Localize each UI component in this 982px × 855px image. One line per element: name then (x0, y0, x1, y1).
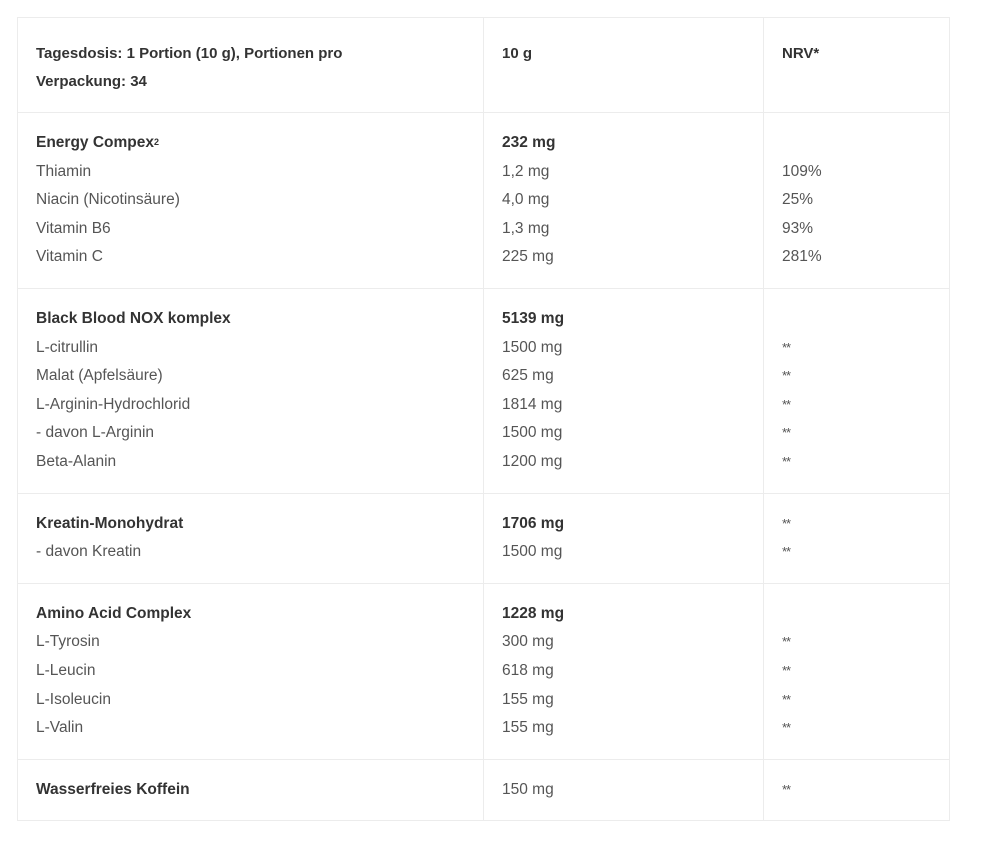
header-cell-serving: Tagesdosis: 1 Portion (10 g), Portionen … (17, 17, 484, 113)
group-total: 5139 mg (502, 309, 565, 327)
amount-cell: 5139 mg 1500 mg 625 mg 1814 mg 1500 mg 1200 m… (483, 287, 764, 494)
nrv-cell: ** ** (763, 492, 950, 584)
group-name: Black Blood NOX komplex (36, 305, 483, 334)
ingredient-nrv: 109% (782, 162, 822, 180)
nrv-header: NRV* (782, 45, 820, 62)
ingredient-name: - davon L-Arginin (36, 424, 155, 442)
group-name: Kreatin-Monohydrat (36, 510, 483, 539)
group-name-text: Black Blood NOX komplex (36, 309, 231, 327)
ingredient-amount: 1500 mg (502, 543, 563, 561)
ingredient-cell: Amino Acid Complex L-Tyrosin L-Leucin L-Iso… (17, 582, 484, 760)
group-total: 1706 mg (502, 514, 565, 532)
ingredient-cell: Kreatin-Monohydrat - davon Kreatin (17, 492, 484, 584)
table-header-row: Tagesdosis: 1 Portion (10 g), Portionen … (17, 17, 950, 113)
ingredient-name: Vitamin B6 (36, 219, 111, 237)
amount-header: 10 g (502, 45, 533, 62)
group-name-text: Wasserfreies Koffein (36, 780, 190, 798)
ingredient-name: L-citrullin (36, 338, 99, 356)
ingredient-nrv: ** (782, 453, 791, 469)
amount-cell: 1706 mg 1500 mg (483, 492, 764, 584)
ingredient-cell: Black Blood NOX komplex L-citrullin Malat … (17, 287, 484, 494)
serving-info: Tagesdosis: 1 Portion (10 g), Portionen … (36, 45, 343, 90)
amount-cell: 150 mg (483, 758, 764, 822)
group-name-text: Amino Acid Complex (36, 604, 192, 622)
group-total: 150 mg (502, 780, 554, 798)
table-row: Kreatin-Monohydrat - davon Kreatin 1706 mg… (17, 492, 950, 584)
group-total: 1228 mg (502, 604, 565, 622)
group-name: Amino Acid Complex (36, 600, 483, 629)
ingredient-name: Niacin (Nicotinsäure) (36, 191, 180, 209)
ingredient-cell: Wasserfreies Koffein (17, 758, 484, 822)
ingredient-nrv: ** (782, 720, 791, 736)
ingredient-amount: 1500 mg (502, 338, 563, 356)
ingredient-name: L-Tyrosin (36, 633, 100, 651)
ingredient-name: L-Arginin-Hydrochlorid (36, 395, 191, 413)
group-total-nrv (782, 600, 949, 629)
ingredient-amount: 4,0 mg (502, 191, 550, 209)
ingredient-amount: 1200 mg (502, 452, 563, 470)
ingredient-nrv: ** (782, 634, 791, 650)
nrv-cell: ** ** ** ** (763, 582, 950, 760)
ingredient-amount: 1814 mg (502, 395, 563, 413)
nrv-cell: ** ** ** ** ** (763, 287, 950, 494)
nrv-cell: ** (763, 758, 950, 822)
ingredient-name: L-Valin (36, 719, 84, 737)
group-name: Energy Compex2 (36, 129, 483, 158)
group-total: 232 mg (502, 134, 556, 151)
ingredient-name: Thiamin (36, 162, 92, 180)
ingredient-nrv: ** (782, 544, 791, 560)
group-total-nrv: ** (782, 781, 791, 797)
table-row: Black Blood NOX komplex L-citrullin Malat … (17, 287, 950, 494)
ingredient-name: Vitamin C (36, 248, 103, 266)
ingredient-nrv: 281% (782, 248, 822, 266)
ingredient-nrv: 25% (782, 191, 814, 209)
nutrition-table: Tagesdosis: 1 Portion (10 g), Portionen … (17, 17, 950, 822)
ingredient-amount: 1,3 mg (502, 219, 550, 237)
nrv-cell: 109% 25% 93% 281% (763, 112, 950, 289)
ingredient-amount: 155 mg (502, 719, 554, 737)
ingredient-amount: 625 mg (502, 367, 554, 385)
ingredient-cell: Energy Compex2 Thiamin Niacin (Nicotinsäur… (17, 112, 484, 289)
group-name: Wasserfreies Koffein (36, 776, 483, 805)
ingredient-nrv: 93% (782, 219, 814, 237)
group-name-text: Energy Compex (36, 134, 155, 151)
ingredient-amount: 1,2 mg (502, 162, 550, 180)
group-total-nrv (782, 305, 949, 334)
ingredient-amount: 155 mg (502, 690, 554, 708)
ingredient-nrv: ** (782, 691, 791, 707)
group-name-text: Kreatin-Monohydrat (36, 514, 184, 532)
ingredient-name: - davon Kreatin (36, 543, 142, 561)
ingredient-amount: 618 mg (502, 661, 554, 679)
table-row: Energy Compex2 Thiamin Niacin (Nicotinsäur… (17, 112, 950, 289)
header-cell-amount: 10 g (483, 17, 764, 113)
amount-cell: 232 mg 1,2 mg 4,0 mg 1,3 mg 225 mg (483, 112, 764, 289)
ingredient-name: L-Leucin (36, 661, 96, 679)
header-cell-nrv: NRV* (763, 17, 950, 113)
ingredient-amount: 300 mg (502, 633, 554, 651)
ingredient-name: L-Isoleucin (36, 690, 111, 708)
table-row: Amino Acid Complex L-Tyrosin L-Leucin L-Iso… (17, 582, 950, 760)
group-total-nrv: ** (782, 515, 791, 531)
ingredient-nrv: ** (782, 339, 791, 355)
ingredient-nrv: ** (782, 396, 791, 412)
ingredient-nrv: ** (782, 662, 791, 678)
ingredient-name: Malat (Apfelsäure) (36, 367, 163, 385)
nutrition-table-body: Tagesdosis: 1 Portion (10 g), Portionen … (17, 17, 950, 822)
ingredient-amount: 1500 mg (502, 424, 563, 442)
footnote-marker: 2 (154, 137, 160, 147)
table-row: Wasserfreies Koffein 150 mg ** (17, 758, 950, 822)
group-total-nrv (782, 129, 949, 158)
amount-cell: 1228 mg 300 mg 618 mg 155 mg 155 mg (483, 582, 764, 760)
ingredient-nrv: ** (782, 368, 791, 384)
ingredient-name: Beta-Alanin (36, 452, 117, 470)
ingredient-nrv: ** (782, 425, 791, 441)
ingredient-amount: 225 mg (502, 248, 554, 266)
